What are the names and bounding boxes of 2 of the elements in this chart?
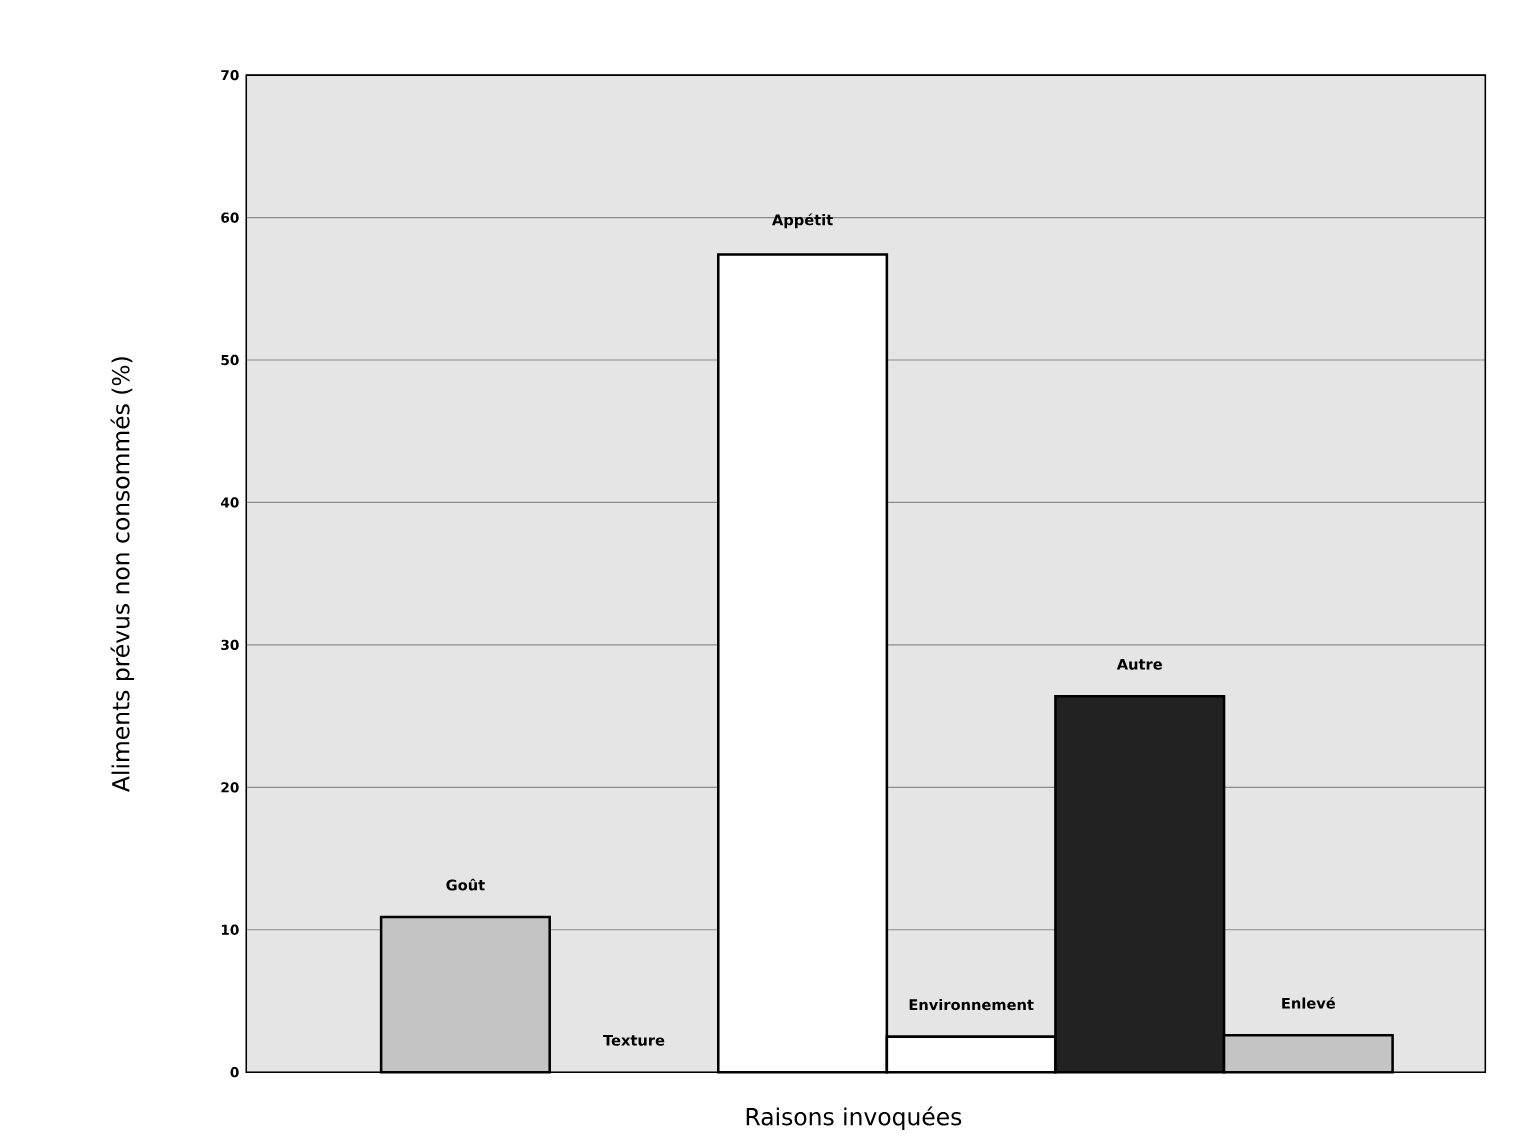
x-axis-title: Raisons invoquées xyxy=(746,1106,962,1131)
y-axis-title: Aliments prévus non consommés (%) xyxy=(110,357,135,793)
